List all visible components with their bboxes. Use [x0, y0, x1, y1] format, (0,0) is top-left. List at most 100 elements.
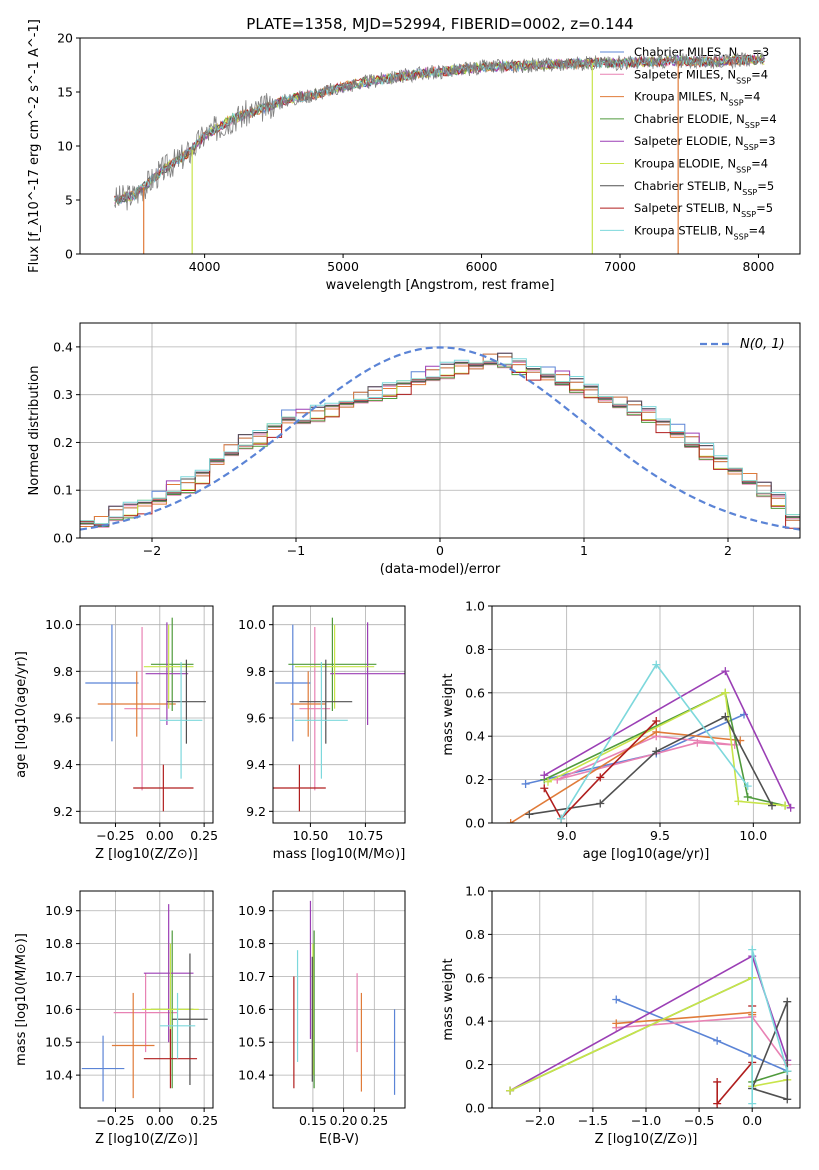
y-tick-label: 10.8 [238, 936, 266, 951]
observed-spectrum-line [114, 52, 766, 211]
errorbar-point-8 [159, 662, 203, 779]
plot-area [293, 900, 396, 1095]
mass-weight-marker [783, 997, 792, 1006]
errorbar-point-2 [290, 671, 326, 737]
mass-weight-marker [786, 803, 795, 812]
legend-entry-4: Salpeter ELODIE, NSSP=3 [634, 134, 776, 152]
plot-area [80, 346, 800, 531]
mass-weight-marker [596, 799, 605, 808]
plot-area [273, 617, 405, 812]
y-tick-label: 10.9 [238, 903, 266, 918]
y-tick-label: 0.2 [53, 435, 73, 450]
axes-frame [272, 605, 406, 824]
panel-residuals: N(0, 1) −2 −1 0 1 2 0.0 0.1 0.2 0.3 0.4 (data-model… [27, 322, 801, 577]
mass-weight-marker [557, 814, 566, 823]
x-tick-label: 2 [724, 543, 732, 558]
errorbar-point-7 [273, 764, 326, 812]
y-tick-label: 10.6 [238, 1002, 266, 1017]
x-tick-label: −0.25 [96, 828, 134, 843]
x-tick-label: −0.5 [684, 1113, 714, 1128]
mass-weight-line-3 [543, 691, 786, 807]
legend-entry-1: Salpeter MILES, NSSP=4 [634, 67, 768, 85]
x-tick-label: 0.15 [299, 1113, 327, 1128]
errorbar-point-4 [330, 622, 405, 725]
y-axis-label: Normed distribution [27, 366, 42, 496]
panel-mass-vs-EBV: 0.15 0.20 0.25 10.4 10.5 10.6 10.7 10.8 10.9 E(B-… [238, 890, 406, 1147]
errorbar-point-2 [111, 992, 155, 1099]
legend-entry-8: Kroupa STELIB, NSSP=4 [634, 223, 765, 241]
legend-entry-2: Kroupa MILES, NSSP=4 [634, 90, 760, 108]
axes-frame [491, 605, 801, 824]
y-tick-label: 0.8 [465, 642, 485, 657]
y-axis-label: Flux [f_λ10^-17 erg cm^-2 s^-1 A^-1] [27, 19, 42, 273]
mass-weight-marker [652, 727, 661, 736]
mass-weight-marker [506, 1086, 515, 1095]
y-tick-label: 10.0 [45, 617, 73, 632]
mass-weight-marker [721, 712, 730, 721]
errorbar-point-7 [133, 764, 194, 812]
x-tick-label: 6000 [466, 259, 498, 274]
y-tick-label: 5 [65, 193, 73, 208]
mass-weight-marker [544, 777, 552, 786]
y-tick-label: 0.8 [465, 927, 485, 942]
y-tick-label: 9.4 [53, 757, 73, 772]
y-tick-label: 10.7 [45, 969, 73, 984]
mass-weight-line-1 [616, 1016, 788, 1066]
mass-weight-marker [743, 792, 752, 801]
legend-entry-7: Salpeter STELIB, NSSP=5 [634, 201, 773, 219]
mass-weight-marker [693, 738, 702, 747]
errorbar-point-1 [113, 973, 178, 1053]
x-tick-label: 9.0 [557, 828, 577, 843]
x-tick-label: 10.50 [293, 828, 329, 843]
y-tick-label: 0 [65, 247, 73, 262]
plot-area [506, 945, 792, 1108]
y-tick-label: 9.8 [246, 664, 266, 679]
y-tick-label: 0.6 [465, 970, 485, 985]
y-tick-label: 15 [57, 85, 73, 100]
x-tick-label: 10.75 [348, 828, 384, 843]
y-tick-label: 10.8 [45, 936, 73, 951]
mass-weight-marker [612, 995, 621, 1004]
errorbar-point-4 [143, 904, 194, 1043]
mass-weight-marker [734, 797, 743, 806]
x-tick-label: 0.25 [190, 828, 218, 843]
mass-weight-marker [748, 945, 757, 954]
y-tick-label: 9.4 [246, 757, 266, 772]
y-tick-label: 0.1 [53, 483, 73, 498]
legend-entry-6: Chabrier STELIB, NSSP=5 [634, 179, 774, 197]
y-tick-label: 1.0 [465, 884, 485, 899]
x-axis-label: mass [log10(M/M⊙)] [273, 847, 406, 862]
mass-weight-marker [652, 747, 661, 756]
x-tick-label: 0.25 [190, 1113, 218, 1128]
x-tick-label: −2 [143, 543, 161, 558]
residuals-legend: N(0, 1) [700, 337, 785, 352]
y-tick-label: 10.5 [45, 1035, 73, 1050]
errorbar-point-3 [288, 617, 377, 711]
mass-weight-marker [721, 667, 730, 676]
x-tick-label: 1 [580, 543, 588, 558]
legend-entry-3: Chabrier ELODIE, NSSP=4 [634, 112, 777, 129]
x-tick-label: 5000 [327, 259, 359, 274]
y-axis-label: mass weight [441, 958, 456, 1040]
mass-weight-marker [540, 784, 549, 793]
x-axis-label: E(B-V) [319, 1132, 359, 1147]
panel-age-vs-mass: 10.50 10.75 9.2 9.4 9.6 9.8 10.0 mass [log10(M/… [238, 605, 406, 862]
errorbar-point-0 [275, 624, 311, 742]
axes-frame [79, 605, 214, 824]
x-tick-label: 0.00 [146, 1113, 174, 1128]
y-tick-label: 10.9 [45, 903, 73, 918]
errorbar-point-8 [159, 992, 196, 1059]
legend-entry-0: Chabrier MILES, NSSP=3 [634, 45, 769, 63]
errorbar-point-5 [295, 624, 375, 709]
errorbar-point-2 [97, 671, 176, 737]
x-tick-label: 0.20 [330, 1113, 358, 1128]
y-axis-label: age [log10(age/yr)] [14, 651, 29, 778]
mass-weight-marker [781, 801, 790, 810]
plot-area [85, 617, 206, 812]
y-tick-label: 0.6 [465, 685, 485, 700]
y-tick-label: 20 [57, 31, 73, 46]
mass-weight-marker [525, 810, 534, 819]
x-tick-label: 4000 [189, 259, 221, 274]
errorbar-point-1 [299, 627, 331, 791]
